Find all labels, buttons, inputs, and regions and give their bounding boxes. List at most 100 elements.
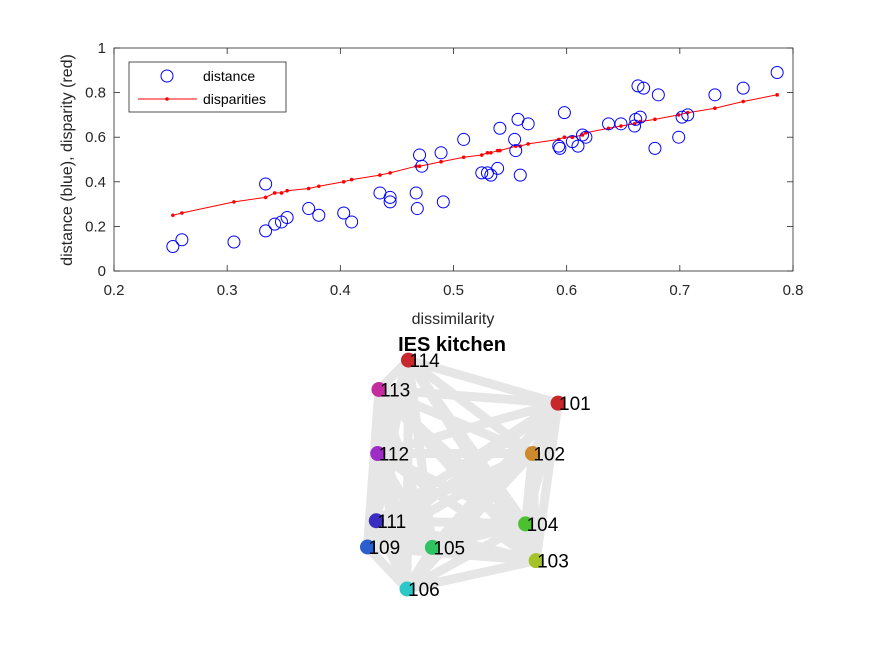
disparity-point — [417, 164, 422, 168]
distance-point — [513, 168, 527, 182]
disparity-point — [606, 126, 611, 131]
network-node-label: 114 — [409, 351, 440, 372]
network-node-113 — [371, 382, 387, 397]
distance-point — [509, 144, 523, 158]
network-node-label: 103 — [537, 552, 569, 573]
network-edge — [402, 556, 541, 594]
x-tick-label: 0.6 — [556, 282, 577, 299]
network-node-label: 106 — [408, 580, 440, 601]
x-axis-ticks: 0.2 0.3 0.4 0.5 0.6 0.7 0.8 — [104, 48, 804, 299]
distance-point — [166, 239, 180, 253]
distance-point — [268, 217, 282, 231]
legend-box — [128, 61, 287, 113]
distance-point — [681, 108, 695, 122]
distance-point — [552, 139, 566, 153]
distance-point — [475, 166, 489, 180]
disparity-point — [306, 186, 311, 191]
network-node-112 — [370, 446, 386, 462]
distance-point — [227, 235, 241, 249]
disparity-point — [461, 155, 466, 160]
distance-point — [383, 195, 397, 209]
y-tick-label: 0 — [98, 263, 106, 280]
network-nodes: 101 102 103 104 105 106 109 111 112 113 114 — [359, 351, 591, 601]
distance-point — [410, 202, 424, 216]
disparity-point — [285, 188, 289, 193]
disparity-point — [526, 142, 530, 146]
distance-point — [457, 132, 471, 146]
network-edge — [403, 355, 563, 408]
disparity-point — [263, 195, 268, 200]
distance-point — [415, 159, 429, 173]
network-node-label: 101 — [559, 394, 591, 415]
legend-disparities-marker — [165, 97, 169, 101]
x-tick-label: 0.5 — [443, 282, 464, 299]
network-node-label: 111 — [377, 512, 406, 533]
disparities-series — [171, 93, 779, 218]
disparity-point — [388, 171, 392, 175]
disparity-point — [498, 148, 502, 153]
disparity-point — [232, 200, 236, 204]
disparity-point — [489, 151, 493, 155]
distance-point — [493, 121, 507, 135]
disparity-point — [676, 113, 681, 117]
distance-point — [345, 215, 359, 229]
network-node-111 — [368, 513, 384, 529]
legend: distance disparities — [128, 61, 287, 113]
x-axis-label: dissimilarity — [412, 311, 495, 328]
y-tick-label: 0.6 — [85, 129, 106, 146]
network-node-106 — [399, 581, 415, 597]
disparity-point — [272, 191, 277, 195]
network-title: IES kitchen — [398, 334, 506, 356]
distance-point — [484, 168, 498, 182]
network-node-label: 102 — [533, 445, 565, 466]
distance-point — [770, 66, 784, 80]
y-axis-label: distance (blue), disparity (red) — [59, 54, 76, 266]
disparity-point — [713, 106, 717, 111]
disparity-point — [775, 93, 779, 97]
y-tick-label: 0.2 — [85, 218, 106, 235]
disparity-point — [570, 135, 575, 139]
distance-point — [280, 210, 294, 224]
distance-point — [633, 110, 647, 124]
network-node-102 — [524, 446, 540, 462]
distance-point — [521, 117, 535, 131]
distance-series — [166, 66, 784, 253]
distance-point — [571, 139, 585, 153]
distance-point — [337, 206, 351, 220]
network-edge — [402, 519, 531, 594]
network-node-105 — [424, 539, 440, 555]
x-tick-label: 0.3 — [217, 282, 238, 299]
distance-point — [576, 128, 590, 142]
distance-point — [175, 233, 189, 247]
network-edge — [402, 355, 413, 594]
distance-point — [508, 132, 522, 146]
network-edge — [403, 355, 537, 459]
distance-point — [302, 202, 316, 216]
disparity-point — [619, 124, 623, 128]
network-edge — [403, 355, 531, 529]
distance-point — [557, 106, 571, 120]
disparity-point — [341, 180, 346, 184]
distance-point — [614, 117, 628, 131]
distance-point — [491, 161, 505, 175]
disparity-point — [378, 173, 382, 177]
distance-point — [383, 190, 397, 204]
network-node-101 — [550, 395, 566, 411]
distance-point — [259, 177, 273, 191]
disparity-point — [485, 151, 490, 155]
distance-point — [579, 130, 593, 144]
network-plot: IES kitchen 1011021031041051061091111121… — [359, 334, 591, 601]
network-node-label: 104 — [527, 515, 559, 536]
disparity-point — [171, 213, 175, 218]
distance-point — [637, 81, 651, 95]
distance-point — [553, 141, 567, 155]
y-tick-label: 0.8 — [85, 85, 106, 102]
distance-point — [434, 146, 448, 160]
distance-point — [736, 81, 750, 95]
distance-point — [409, 186, 423, 200]
disparity-point — [653, 117, 657, 122]
legend-disparities-label: disparities — [203, 91, 266, 107]
x-tick-label: 0.8 — [783, 282, 804, 299]
x-tick-label: 0.2 — [104, 282, 125, 299]
